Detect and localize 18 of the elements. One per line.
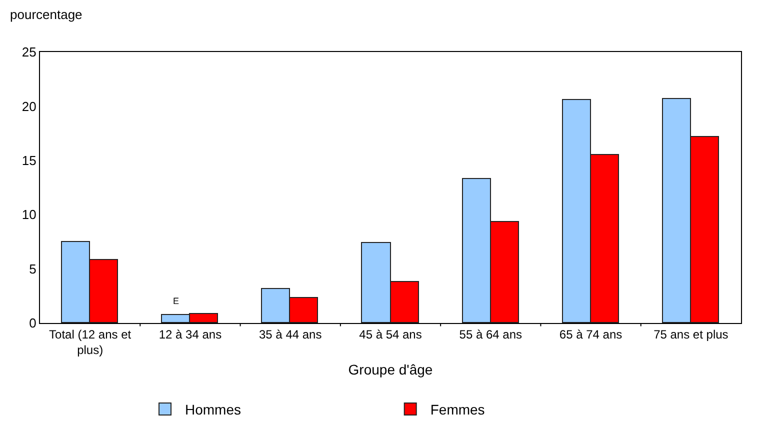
y-axis-title: pourcentage: [10, 7, 82, 22]
x-tick-label: 75 ans et plus: [654, 327, 728, 342]
y-tick-label: 0: [29, 316, 36, 331]
y-tick-label: 25: [22, 44, 36, 60]
x-tick-label: 12 à 34 ans: [158, 327, 222, 342]
y-tick-label: 20: [22, 98, 36, 114]
x-tick-label: 55 à 64 ans: [459, 327, 522, 342]
annotation: E: [173, 296, 180, 306]
x-tick-label: 45 à 54 ans: [359, 327, 422, 342]
x-axis-title: Groupe d'âge: [348, 361, 433, 378]
x-tick-label: Total (12 ans et plus): [49, 327, 132, 357]
y-tick-label: 10: [22, 207, 36, 222]
y-tick-label: 15: [22, 152, 36, 168]
x-tick-label: 65 à 74 ans: [559, 327, 622, 342]
legend-label: Femmes: [430, 402, 485, 418]
x-tick-label: 35 à 44 ans: [259, 327, 322, 342]
legend-label: Hommes: [185, 402, 242, 418]
y-tick-label: 5: [29, 261, 36, 276]
